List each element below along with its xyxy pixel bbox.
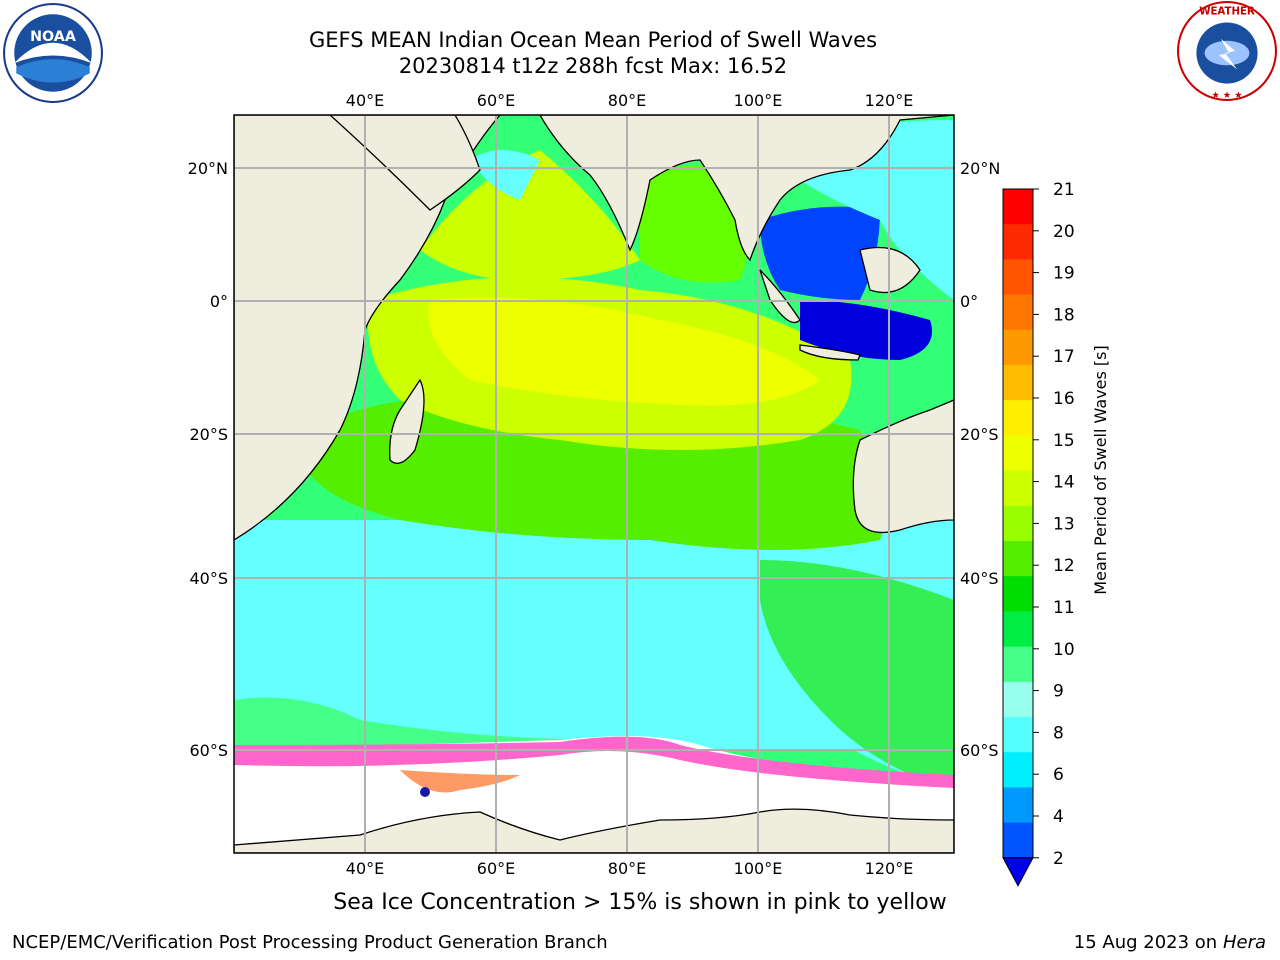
swell-south-china-sea bbox=[760, 206, 880, 300]
colorbar-segment bbox=[1003, 224, 1033, 260]
colorbar-tick-label: 15 bbox=[1053, 431, 1075, 451]
generation-date: 15 Aug 2023 on Hera bbox=[1074, 932, 1266, 953]
colorbar-segment bbox=[1003, 189, 1033, 225]
map-area bbox=[234, 115, 954, 853]
lon-tick-top: 100°E bbox=[734, 91, 783, 110]
sea-ice-dark-spot bbox=[420, 787, 430, 797]
nws-logo: WEATHER ★ ★ ★ bbox=[1177, 1, 1277, 101]
graticule bbox=[234, 115, 954, 853]
antarctica-land bbox=[234, 808, 954, 853]
colorbar-segment bbox=[1003, 646, 1033, 683]
colorbar-tick-label: 2 bbox=[1053, 849, 1064, 869]
sumatra-land bbox=[759, 269, 801, 324]
lat-tick-left: 20°N bbox=[188, 159, 228, 178]
lat-tick-right: 40°S bbox=[960, 569, 999, 588]
lat-tick-left: 40°S bbox=[189, 569, 228, 588]
svg-text:WEATHER: WEATHER bbox=[1199, 6, 1255, 17]
colorbar-segment bbox=[1003, 611, 1033, 648]
lon-tick-top: 60°E bbox=[477, 91, 515, 110]
colorbar-tick-label: 19 bbox=[1053, 264, 1075, 284]
colorbar-tick-label: 17 bbox=[1053, 347, 1075, 367]
colorbar-tick-label: 6 bbox=[1053, 765, 1064, 785]
swell-arabian-sea bbox=[420, 150, 640, 280]
colorbar-tick-label: 10 bbox=[1053, 640, 1075, 660]
colorbar-segment bbox=[1003, 259, 1033, 296]
colorbar-segment bbox=[1003, 400, 1033, 436]
lon-tick-bottom: 60°E bbox=[477, 859, 515, 878]
colorbar-tick-label: 16 bbox=[1053, 389, 1075, 409]
colorbar-tick-label: 11 bbox=[1053, 598, 1075, 618]
map-title: GEFS MEAN Indian Ocean Mean Period of Sw… bbox=[308, 28, 878, 52]
colorbar-tick-label: 13 bbox=[1053, 514, 1075, 534]
colorbar-tick-label: 8 bbox=[1053, 723, 1064, 743]
lat-tick-left: 0° bbox=[210, 292, 228, 311]
colorbar-segment bbox=[1003, 294, 1033, 331]
colorbar-segment bbox=[1003, 365, 1033, 401]
svg-text:NOAA: NOAA bbox=[30, 29, 76, 45]
generation-date-text: 15 Aug 2023 on bbox=[1073, 932, 1218, 953]
madagascar-land bbox=[389, 378, 425, 464]
lat-tick-right: 20°N bbox=[960, 159, 1000, 178]
colorbar-label: Mean Period of Swell Waves [s] bbox=[1091, 345, 1110, 594]
colorbar-segment bbox=[1003, 505, 1033, 542]
lon-tick-bottom: 120°E bbox=[865, 859, 914, 878]
sea-ice-caption: Sea Ice Concentration > 15% is shown in … bbox=[333, 890, 947, 915]
noaa-logo: NOAA bbox=[3, 3, 103, 103]
lon-tick-bottom: 40°E bbox=[346, 859, 384, 878]
arabia-land bbox=[329, 115, 481, 211]
sea-ice-orange-patch bbox=[400, 770, 520, 793]
producer-credit: NCEP/EMC/Verification Post Processing Pr… bbox=[12, 932, 608, 953]
swell-band-green-east bbox=[760, 560, 954, 790]
colorbar-segment bbox=[1003, 787, 1033, 824]
host-name: Hera bbox=[1222, 932, 1266, 953]
colorbar-segment bbox=[1003, 541, 1033, 577]
colorbar-extend-triangle bbox=[1002, 857, 1034, 887]
colorbar-segment bbox=[1003, 576, 1033, 612]
java-land bbox=[799, 344, 861, 361]
colorbar-tick-label: 12 bbox=[1053, 556, 1075, 576]
lat-tick-right: 0° bbox=[960, 292, 978, 311]
colorbar-segment bbox=[1003, 329, 1033, 366]
swell-band-yellow bbox=[428, 297, 820, 406]
colorbar-tick-label: 18 bbox=[1053, 305, 1075, 325]
map-frame bbox=[233, 114, 955, 854]
colorbar-tick-label: 4 bbox=[1053, 807, 1064, 827]
colorbar-segment bbox=[1003, 435, 1033, 472]
lat-tick-right: 20°S bbox=[960, 425, 999, 444]
lat-tick-left: 60°S bbox=[189, 741, 228, 760]
svg-text:★ ★ ★: ★ ★ ★ bbox=[1211, 90, 1242, 101]
lat-tick-left: 20°S bbox=[189, 425, 228, 444]
lon-tick-bottom: 80°E bbox=[608, 859, 646, 878]
lon-tick-bottom: 100°E bbox=[734, 859, 783, 878]
colorbar: 21 20 19 18 17 16 15 14 13 12 11 10 9 8 6 4 2 bbox=[1002, 180, 1075, 887]
colorbar-segment bbox=[1003, 681, 1033, 718]
colorbar-segment bbox=[1003, 717, 1033, 753]
colorbar-segment bbox=[1003, 470, 1033, 507]
colorbar-segment bbox=[1003, 822, 1033, 859]
map-subtitle: 20230814 t12z 288h fcst Max: 16.52 bbox=[398, 54, 788, 78]
colorbar-tick-label: 21 bbox=[1053, 180, 1075, 200]
colorbar-tick-label: 20 bbox=[1053, 222, 1075, 242]
colorbar-tick-label: 9 bbox=[1053, 682, 1064, 702]
lon-tick-top: 80°E bbox=[608, 91, 646, 110]
colorbar-tick-label: 14 bbox=[1053, 473, 1075, 493]
colorbar-segment bbox=[1003, 752, 1033, 788]
lat-tick-right: 60°S bbox=[960, 741, 999, 760]
lon-tick-top: 120°E bbox=[865, 91, 914, 110]
india-asia-land bbox=[539, 115, 954, 262]
swell-persian-gulf bbox=[470, 150, 540, 200]
lon-tick-top: 40°E bbox=[346, 91, 384, 110]
swell-java-sea bbox=[800, 300, 932, 360]
